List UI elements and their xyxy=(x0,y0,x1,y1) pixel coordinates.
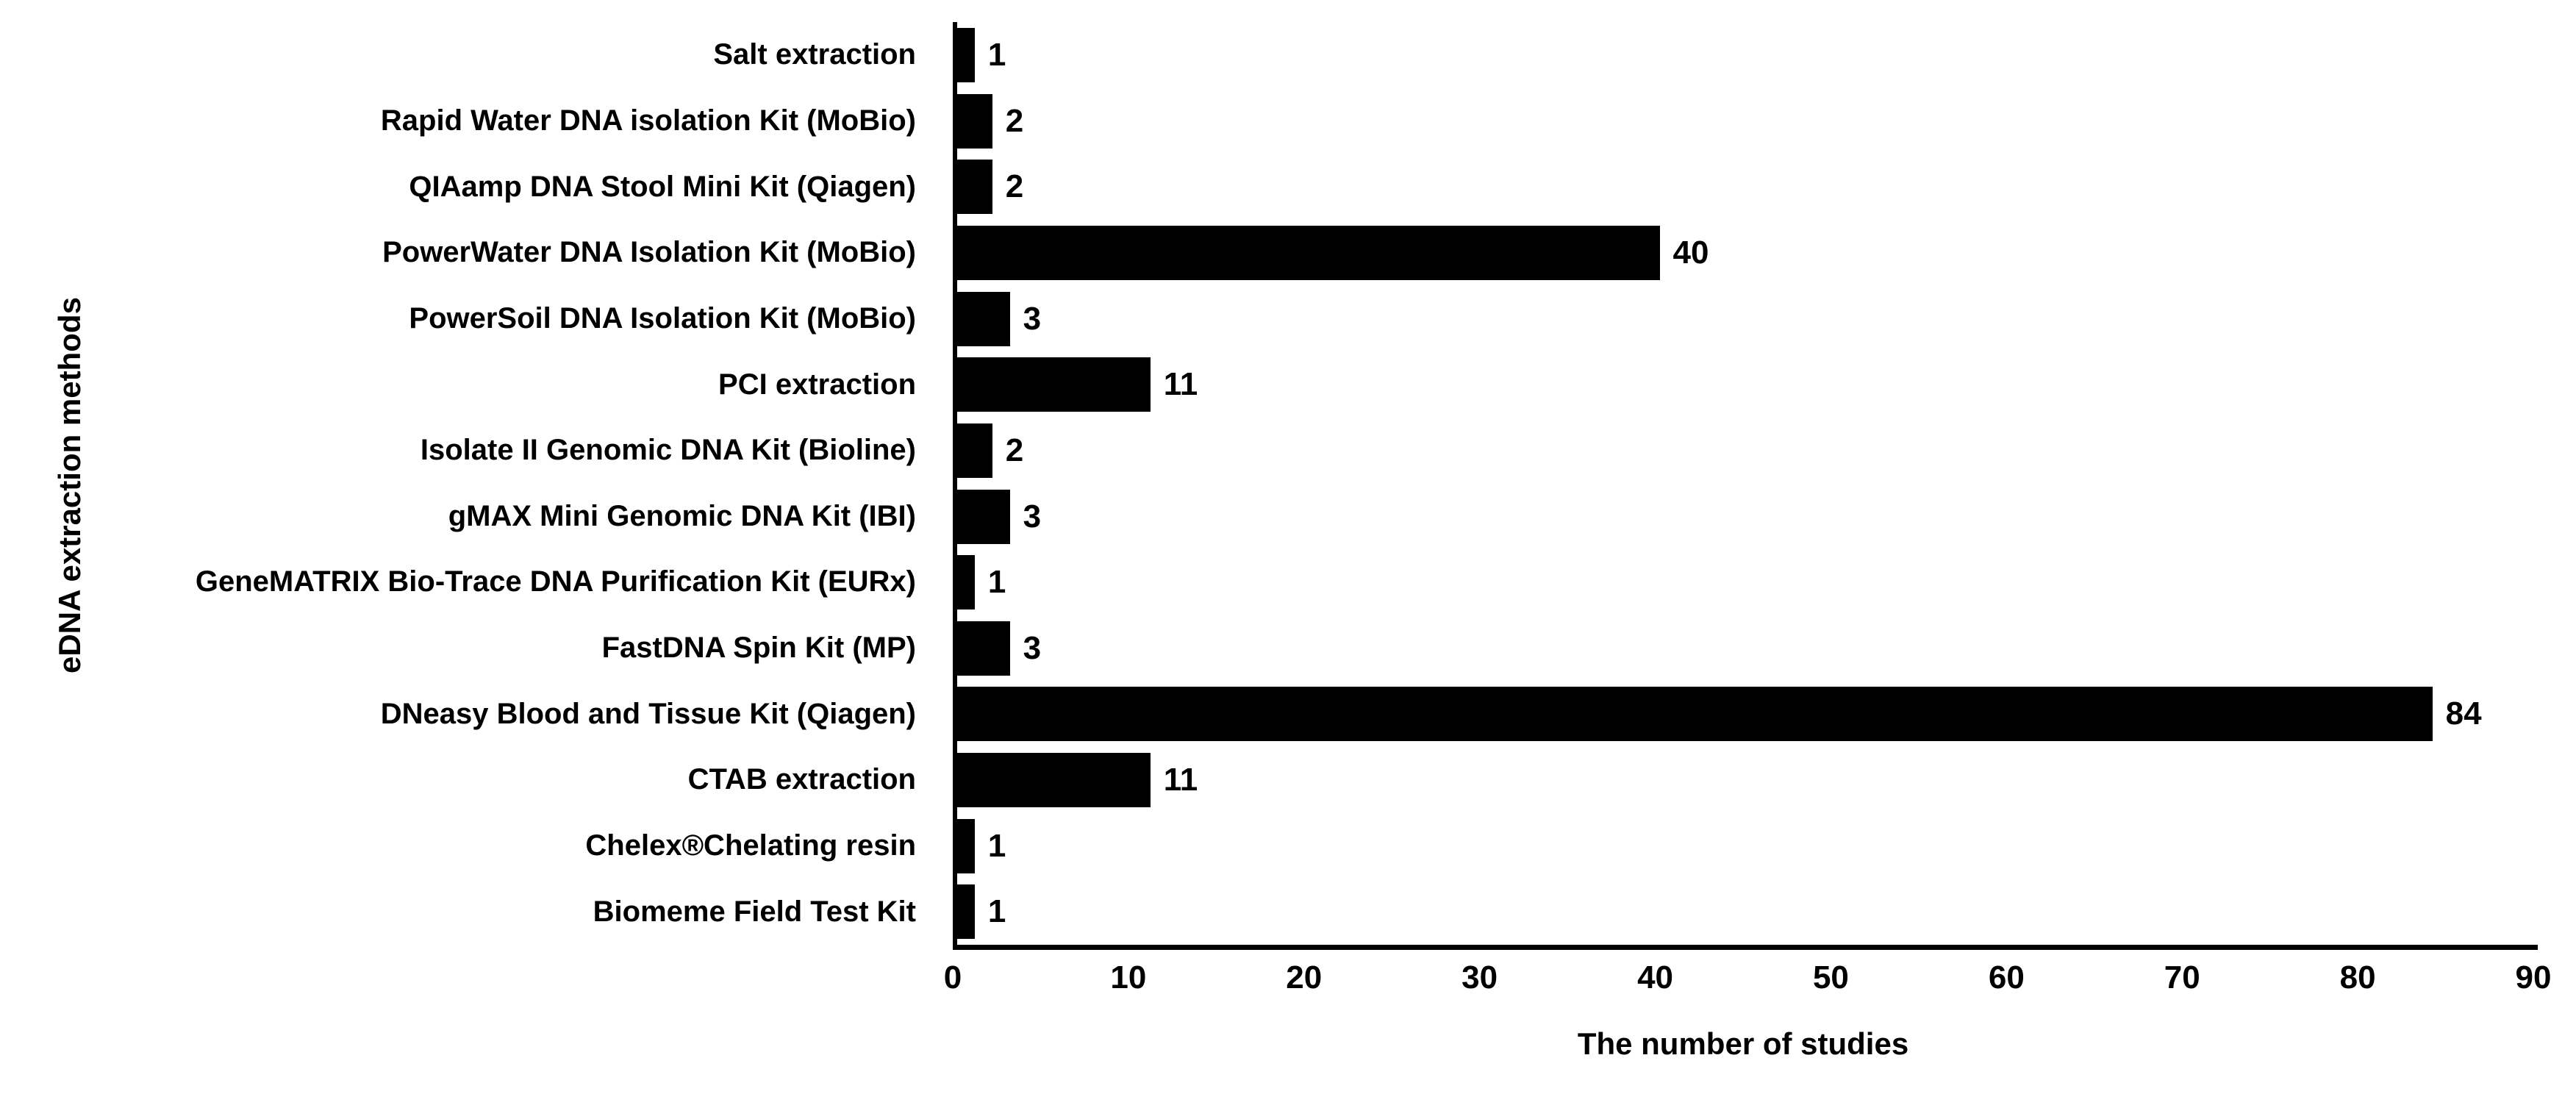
value-label: 3 xyxy=(1023,498,1042,535)
bar xyxy=(957,489,1010,544)
category-label: GeneMATRIX Bio-Trace DNA Purification Ki… xyxy=(195,565,916,598)
category-label: PCI extraction xyxy=(718,368,916,401)
x-tick-label: 0 xyxy=(943,959,962,995)
x-axis-title: The number of studies xyxy=(1577,1026,1909,1061)
value-label: 11 xyxy=(1163,762,1198,798)
x-tick-label: 90 xyxy=(2515,959,2552,995)
x-tick-label: 20 xyxy=(1286,959,1323,995)
value-label: 3 xyxy=(1023,300,1042,337)
bar-row: 1 xyxy=(957,879,2538,945)
category-label: Isolate II Genomic DNA Kit (Bioline) xyxy=(420,434,916,467)
bar-row: 1 xyxy=(957,813,2538,879)
bar-row: 11 xyxy=(957,747,2538,813)
bar xyxy=(957,423,992,478)
category-label: PowerSoil DNA Isolation Kit (MoBio) xyxy=(409,301,916,335)
plot-area: 1 2 2 40 3 11 2 3 1 3 84 11 1 1 xyxy=(953,22,2538,950)
bar-row: 84 xyxy=(957,681,2538,747)
category-label: PowerWater DNA Isolation Kit (MoBio) xyxy=(382,236,916,269)
value-label: 2 xyxy=(1005,168,1024,205)
category-label: Salt extraction xyxy=(713,38,916,71)
bar-row: 3 xyxy=(957,484,2538,550)
bar xyxy=(957,818,975,873)
value-label: 1 xyxy=(987,37,1006,73)
bar xyxy=(957,291,1010,346)
bar-row: 40 xyxy=(957,220,2538,286)
bar-row: 1 xyxy=(957,549,2538,615)
value-label: 1 xyxy=(987,827,1006,864)
bar xyxy=(957,357,1151,412)
bar xyxy=(957,753,1151,808)
category-label: Chelex®Chelating resin xyxy=(585,829,916,862)
x-tick-label: 60 xyxy=(1988,959,2025,995)
bar xyxy=(957,687,2433,742)
bar-row: 3 xyxy=(957,286,2538,352)
value-label: 1 xyxy=(987,564,1006,601)
category-label: FastDNA Spin Kit (MP) xyxy=(601,632,916,665)
x-tick-label: 40 xyxy=(1637,959,1674,995)
x-tick-label: 80 xyxy=(2339,959,2376,995)
value-label: 3 xyxy=(1023,629,1042,666)
category-labels-column: Salt extraction Rapid Water DNA isolation… xyxy=(0,22,953,945)
value-label: 11 xyxy=(1163,366,1198,403)
value-label: 84 xyxy=(2445,696,2482,732)
bar xyxy=(957,93,992,149)
category-label: Rapid Water DNA isolation Kit (MoBio) xyxy=(380,104,916,137)
bar-row: 2 xyxy=(957,418,2538,484)
category-label: DNeasy Blood and Tissue Kit (Qiagen) xyxy=(380,697,916,730)
category-label: Biomeme Field Test Kit xyxy=(593,895,916,928)
value-label: 40 xyxy=(1672,234,1709,271)
bar xyxy=(957,225,1660,280)
bar xyxy=(957,160,992,215)
bar-row: 2 xyxy=(957,154,2538,220)
bar-row: 1 xyxy=(957,22,2538,88)
category-label: QIAamp DNA Stool Mini Kit (Qiagen) xyxy=(409,170,916,203)
x-tick-label: 50 xyxy=(1812,959,1849,995)
value-label: 1 xyxy=(987,893,1006,930)
bar xyxy=(957,28,975,82)
value-label: 2 xyxy=(1005,102,1024,139)
x-tick-label: 30 xyxy=(1461,959,1498,995)
value-label: 2 xyxy=(1005,432,1024,468)
x-tick-label: 70 xyxy=(2164,959,2200,995)
category-label: gMAX Mini Genomic DNA Kit (IBI) xyxy=(448,499,916,532)
bar xyxy=(957,621,1010,676)
x-tick-label: 10 xyxy=(1110,959,1147,995)
bar-row: 11 xyxy=(957,351,2538,418)
x-axis-tick-labels: 0 10 20 30 40 50 60 70 80 90 xyxy=(944,959,2552,1006)
category-label: CTAB extraction xyxy=(687,763,916,796)
bar xyxy=(957,884,975,940)
bar xyxy=(957,555,975,610)
bar-row: 2 xyxy=(957,88,2538,154)
bar-row: 3 xyxy=(957,615,2538,682)
